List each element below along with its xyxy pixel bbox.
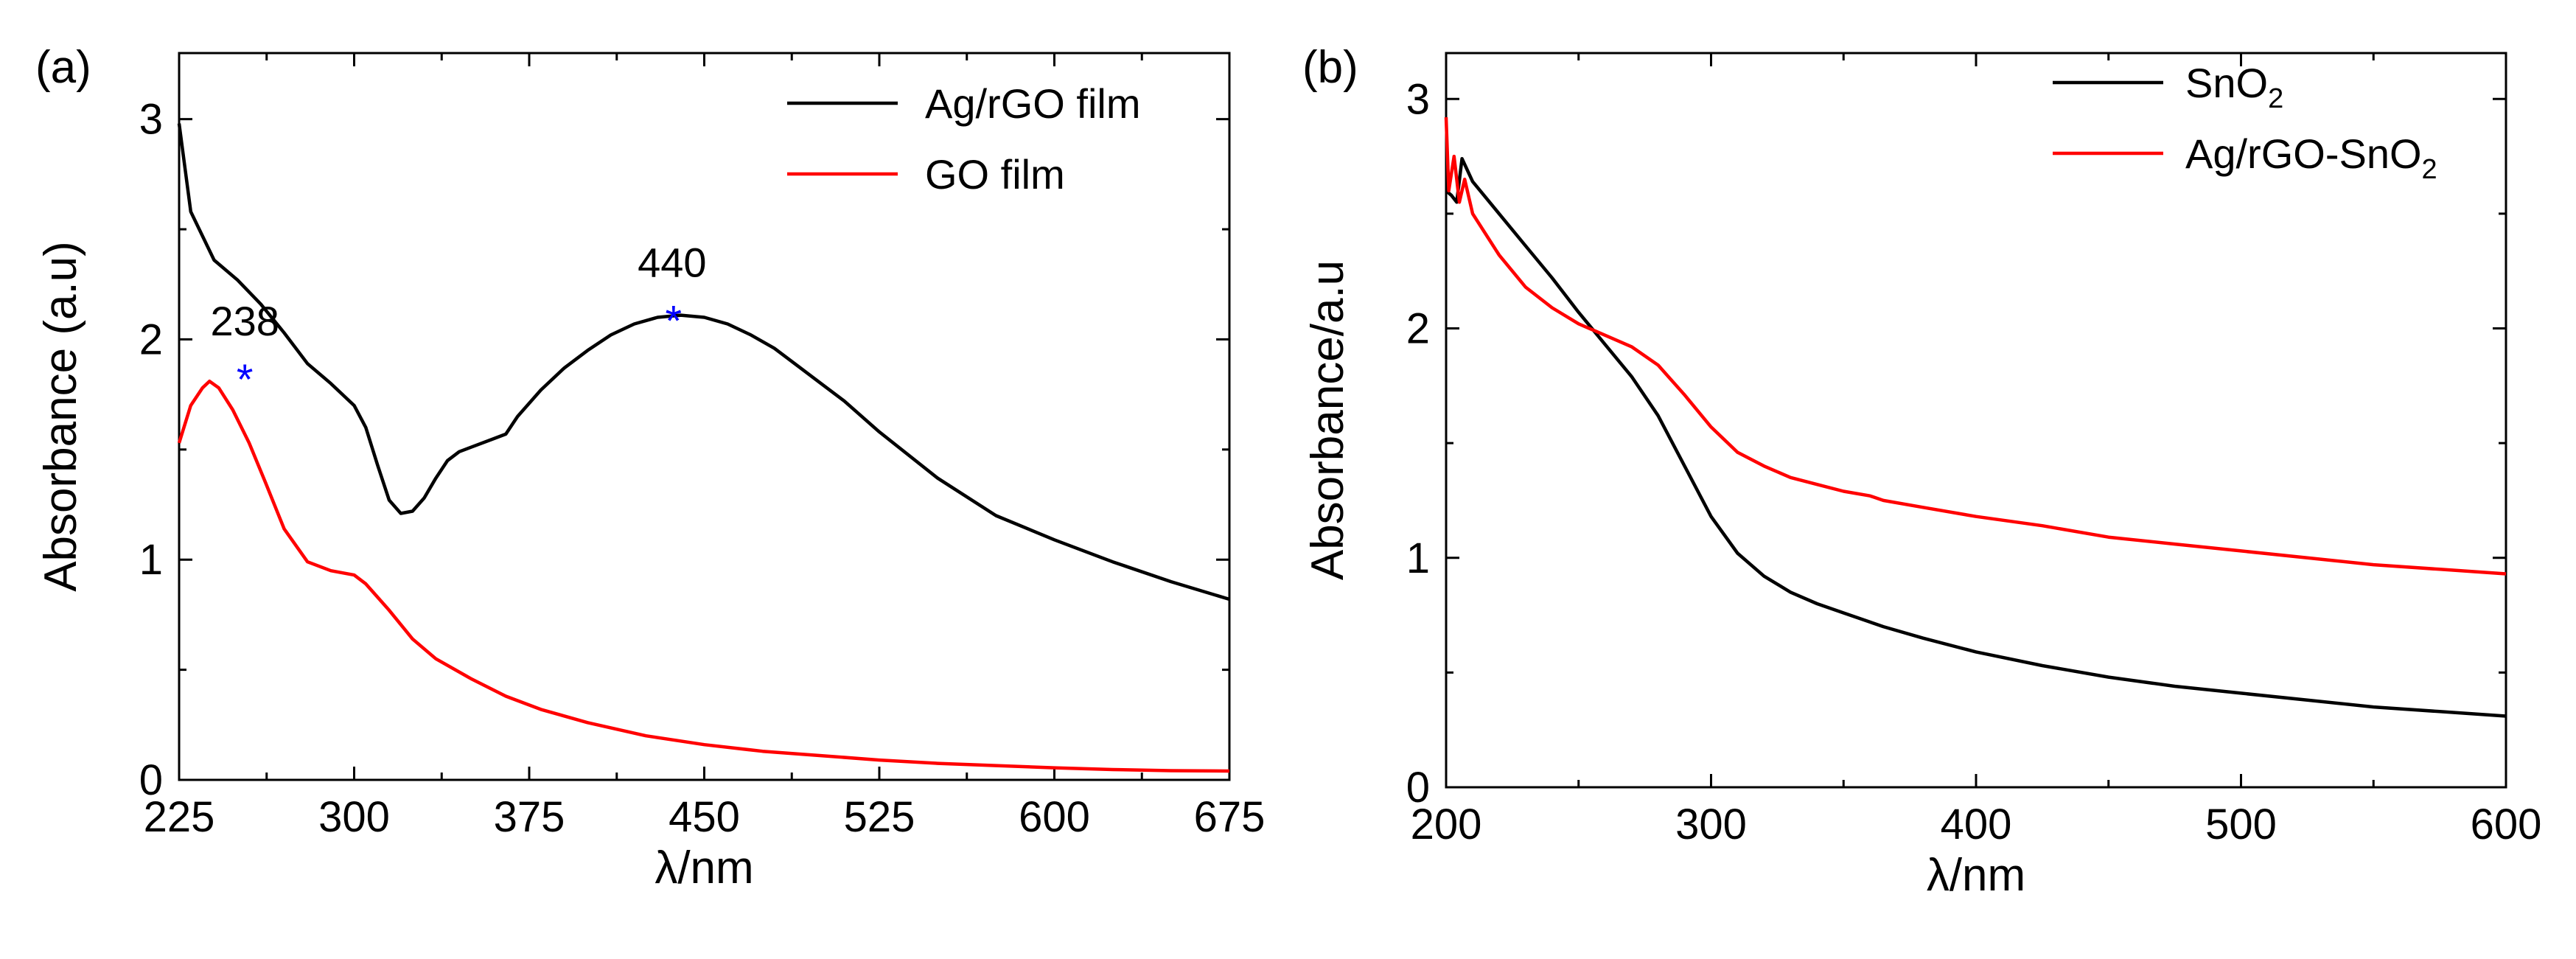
chart0-x-tick-label: 525	[844, 793, 915, 841]
chart0-series-line-1	[177, 379, 1230, 773]
chart0-y-axis-label: Absorbance (a.u)	[35, 241, 86, 592]
chart1-series-line-0	[1445, 156, 2507, 718]
chart0-panel-label: (a)	[35, 42, 91, 93]
chart1-y-tick-label: 2	[1406, 305, 1430, 353]
chart0-y-tick-label: 2	[139, 315, 163, 363]
chart1-series-line-1	[1444, 117, 2507, 576]
chart0-plot-frame	[178, 52, 1231, 781]
chart0-x-tick-label: 450	[669, 793, 740, 841]
chart1-x-axis-label: λ/nm	[1927, 850, 2025, 901]
chart1-legend-label-main: SnO	[2185, 60, 2268, 106]
chart1-legend-label-0: SnO2	[2185, 60, 2283, 114]
chart1-y-tick-label: 3	[1406, 75, 1430, 123]
chart0-x-tick-label: 375	[494, 793, 565, 841]
chart1-legend-label-1: Ag/rGO-SnO2	[2185, 130, 2437, 185]
chart1-x-tick-label: 300	[1675, 801, 1747, 848]
chart1-x-tick-label: 500	[2205, 801, 2277, 848]
chart1-legend-label-subscript: 2	[2268, 83, 2283, 114]
chart1-x-tick-label: 600	[2471, 801, 2542, 848]
chart0-x-axis-label: λ/nm	[655, 843, 753, 893]
chart0-annotation-marker-0: *	[237, 356, 254, 404]
chart0-x-tick-label: 600	[1019, 793, 1090, 841]
chart0-annotation-marker-1: *	[666, 298, 683, 346]
chart0-annotation-label-1: 440	[638, 240, 706, 286]
chart1-y-axis-label: Absorbance/a.u	[1302, 260, 1353, 580]
chart0-y-tick-label: 1	[139, 536, 163, 584]
chart1-x-tick-label: 200	[1411, 801, 1482, 848]
chart1-legend-label-subscript: 2	[2422, 154, 2437, 185]
chart1-y-tick-label: 0	[1406, 764, 1430, 812]
chart0-series-line-0	[177, 123, 1230, 601]
chart0-x-tick-label: 675	[1194, 793, 1266, 841]
chart0-annotation-label-0: 238	[210, 298, 279, 344]
chart1-y-tick-label: 1	[1406, 534, 1430, 582]
chart1-x-tick-label: 400	[1941, 801, 2012, 848]
chart0-y-tick-label: 0	[139, 756, 163, 804]
chart0-x-tick-label: 225	[144, 793, 215, 841]
chart0-legend-label-1: GO film	[925, 151, 1065, 198]
chart1-panel-label: (b)	[1302, 42, 1358, 93]
chart1-legend-label-main: Ag/rGO-SnO	[2185, 130, 2422, 177]
chart0-y-tick-label: 3	[139, 96, 163, 144]
chart0-x-tick-label: 300	[318, 793, 390, 841]
chart0-legend-label-0: Ag/rGO film	[925, 80, 1140, 127]
